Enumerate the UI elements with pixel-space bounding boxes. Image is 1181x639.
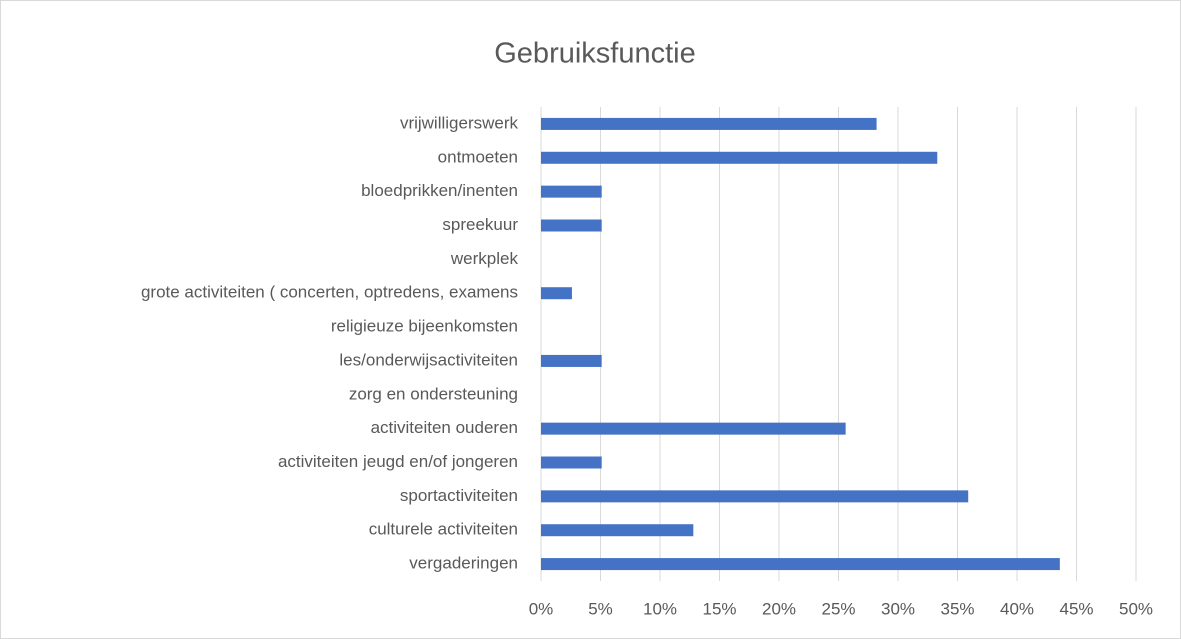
x-tick-label: 45%: [1059, 599, 1093, 618]
y-tick-label: activiteiten jeugd en/of jongeren: [278, 452, 518, 471]
bar: [541, 219, 602, 232]
x-tick-label: 40%: [1000, 599, 1034, 618]
x-tick-label: 5%: [588, 599, 613, 618]
x-tick-label: 50%: [1119, 599, 1153, 618]
bar: [541, 354, 602, 367]
bar: [541, 490, 969, 503]
x-tick-label: 15%: [702, 599, 736, 618]
y-tick-label: culturele activiteiten: [369, 520, 518, 539]
y-tick-label: zorg en ondersteuning: [349, 384, 518, 403]
y-tick-label: grote activiteiten ( concerten, optreden…: [141, 283, 518, 302]
bar: [541, 422, 846, 435]
bar: [541, 151, 938, 164]
bar: [541, 185, 602, 198]
y-tick-label: spreekuur: [442, 215, 518, 234]
bar: [541, 524, 694, 537]
x-tick-label: 35%: [940, 599, 974, 618]
y-tick-label: bloedprikken/inenten: [361, 181, 518, 200]
y-tick-label: ontmoeten: [438, 147, 518, 166]
x-tick-label: 30%: [881, 599, 915, 618]
bar: [541, 558, 1060, 571]
chart-title: Gebruiksfunctie: [494, 38, 696, 70]
y-tick-label: religieuze bijeenkomsten: [331, 317, 518, 336]
bar: [541, 117, 877, 130]
y-tick-label: vrijwilligerswerk: [400, 113, 519, 132]
x-tick-label: 10%: [643, 599, 677, 618]
y-tick-label: vergaderingen: [409, 554, 518, 573]
x-tick-label: 20%: [762, 599, 796, 618]
x-tick-label: 25%: [821, 599, 855, 618]
y-tick-label: sportactiviteiten: [400, 486, 518, 505]
y-tick-label: activiteiten ouderen: [371, 418, 518, 437]
y-tick-label: les/onderwijsactiviteiten: [339, 350, 518, 369]
y-tick-label: werkplek: [450, 249, 519, 268]
x-tick-label: 0%: [529, 599, 554, 618]
bar: [541, 287, 572, 300]
bar: [541, 456, 602, 469]
